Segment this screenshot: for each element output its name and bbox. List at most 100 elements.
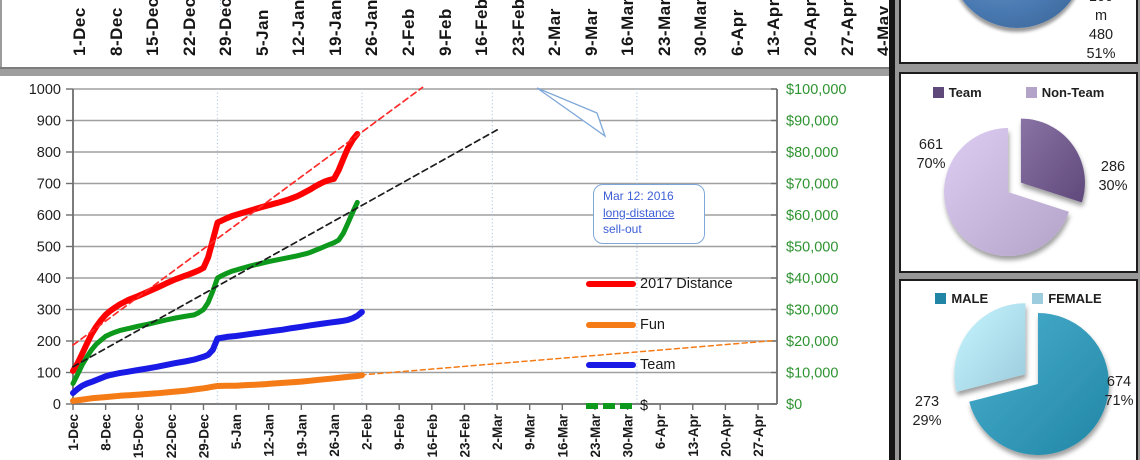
right-axis-tick-label: $90,000 (786, 114, 838, 130)
x-axis-tick-label: 19-Jan (294, 414, 309, 457)
pie-data-label: 273 29% (912, 394, 942, 429)
x-axis-tick-label: 16-Feb (425, 414, 440, 458)
right-axis-tick-label: $30,000 (786, 303, 838, 319)
x-axis-tick-label: 8-Dec (99, 414, 114, 451)
series-2017-distance[interactable] (70, 131, 361, 374)
legend-label: $ (640, 397, 649, 414)
main-line-chart-pane: 0 $0 100 $10,000 200 $20,000 300 $30,000 400 $40,… (0, 76, 889, 460)
pie-data-label: 674 71% (1104, 374, 1134, 409)
pie-legend-swatch (1032, 293, 1044, 304)
x-axis-tick-label: 5-Jan (229, 414, 244, 449)
annotation-text-line: long-distance (603, 205, 675, 220)
top-chart-axis-strip: 1-Dec 8-Dec 15-Dec 22-Dec 29-Dec 5-Jan 12-Jan 1… (2, 0, 888, 67)
legend-swatch (586, 321, 636, 328)
right-axis-tick-label: $10,000 (786, 366, 838, 382)
x-axis-tick-label: 9-Mar (523, 413, 538, 450)
top-x-axis-label: 20-Apr (801, 0, 820, 56)
series-fun-trend[interactable] (72, 339, 773, 400)
pie-legend-item[interactable]: MALE (935, 291, 988, 306)
left-axis-tick-label: 800 (37, 145, 61, 161)
series-distance-trend[interactable] (72, 86, 424, 346)
month-gridline (220, 0, 221, 12)
top-x-axis-label: 2-Feb (398, 8, 418, 56)
top-x-axis-label: 16-Feb (472, 0, 492, 56)
top-x-axis-label: 8-Dec (106, 7, 126, 56)
left-axis-tick-label: 500 (37, 240, 61, 256)
right-axis-tick-label: $0 (786, 397, 802, 413)
team-split-pie (944, 118, 1085, 256)
pie-legend-swatch (935, 293, 947, 304)
x-axis-tick-label: 2-Mar (490, 413, 505, 450)
pie-legend: MALE FEMALE (901, 291, 1136, 306)
top-x-axis-label: 29-Dec (216, 0, 236, 56)
legend-label: Team (640, 357, 676, 373)
pie-legend-label: Team (948, 85, 982, 100)
top-x-axis-label: 1-Dec (70, 7, 89, 56)
top-x-axis-label: 27-Apr (837, 0, 857, 56)
left-axis-tick-label: 400 (37, 271, 61, 287)
x-axis-tick-label: 1-Dec (66, 414, 81, 451)
annotation-text-line: Mar 12: 2016 (603, 189, 674, 203)
pie-legend-label: FEMALE (1048, 291, 1102, 306)
x-axis-tick-label: 15-Dec (131, 414, 146, 459)
left-axis-tick-label: 700 (37, 177, 61, 193)
pie-data-label: 100 m 480 51% (1086, 0, 1116, 62)
pie-legend: Team Non-Team (901, 85, 1136, 100)
left-axis-tick-label: 300 (37, 303, 61, 319)
legend-item[interactable]: 2017 Distance (586, 275, 733, 293)
top-x-axis-label: 23-Mar (654, 0, 674, 56)
series-team[interactable] (70, 309, 365, 396)
x-axis-tick-label: 2-Feb (360, 414, 375, 450)
right-axis-tick-label: $20,000 (786, 334, 838, 350)
line-chart[interactable]: 0 $0 100 $10,000 200 $20,000 300 $30,000 400 $40,… (0, 76, 889, 460)
series-fun[interactable] (70, 372, 365, 404)
pie-legend-item[interactable]: FEMALE (1032, 291, 1102, 306)
top-x-axis-label: 23-Feb (508, 0, 528, 56)
x-axis-tick-label: 9-Feb (392, 414, 407, 450)
x-axis-tick-label: 20-Apr (718, 413, 733, 457)
pane-separator-vertical (889, 0, 895, 460)
distance-split-pie-panel[interactable]: 100 m 480 51% (899, 0, 1138, 64)
x-axis-tick-label: 16-Mar (555, 413, 570, 457)
legend-item[interactable]: Fun (586, 316, 665, 334)
right-axis-tick-label: $50,000 (786, 240, 838, 256)
x-axis-tick-label: 30-Mar (621, 413, 636, 457)
pie-slice-team[interactable] (1020, 118, 1085, 203)
legend-label: Fun (640, 316, 665, 333)
x-axis-tick-label: 23-Mar (588, 413, 603, 457)
pie-legend-swatch (932, 87, 944, 98)
top-x-axis-label: 2-Mar (545, 8, 565, 56)
pie-data-label: 286 30% (1098, 159, 1128, 194)
x-axis-tick-label: 27-Apr (751, 413, 766, 457)
legend-swatch (586, 362, 636, 368)
team-split-pie-panel[interactable]: Team Non-Team 661 70% 286 30% (899, 72, 1138, 273)
right-axis-tick-label: $70,000 (786, 177, 838, 193)
pie-slice-male[interactable] (969, 313, 1109, 455)
top-x-axis-label: 5-Jan (252, 9, 272, 56)
annotation-text-line: sell-out (603, 222, 642, 236)
series-dollar-trend[interactable] (72, 129, 498, 368)
top-x-axis-label: 19-Jan (325, 0, 345, 56)
legend-swatch (586, 281, 636, 287)
series--[interactable] (70, 199, 360, 386)
legend-item[interactable]: Team (586, 356, 675, 374)
pie-slice-female[interactable] (954, 303, 1026, 392)
top-x-axis-label: 30-Mar (691, 0, 711, 56)
left-axis-tick-label: 600 (37, 208, 61, 224)
pie-data-label: 661 70% (916, 137, 946, 172)
top-x-axis-label: 4-May (874, 5, 888, 56)
distance-pie-slice (950, 0, 1084, 28)
pie-legend-item[interactable]: Team (932, 85, 982, 100)
annotation-callout[interactable]: Mar 12: 2016 long-distance sell-out (593, 184, 705, 244)
gender-split-pie-panel[interactable]: MALE FEMALE 273 29% 674 71% (899, 279, 1138, 460)
right-axis-tick-label: $80,000 (786, 145, 838, 161)
x-axis-tick-label: 12-Jan (262, 414, 277, 457)
top-x-axis-label: 26-Jan (362, 0, 382, 56)
legend-item[interactable]: $ (586, 397, 648, 415)
pie-slice-non-team[interactable] (944, 128, 1069, 256)
right-axis-tick-label: $60,000 (786, 208, 838, 224)
pie-legend-item[interactable]: Non-Team (1025, 85, 1104, 100)
top-x-axis-label: 9-Feb (435, 8, 455, 56)
right-axis-tick-label: $100,000 (786, 82, 846, 98)
